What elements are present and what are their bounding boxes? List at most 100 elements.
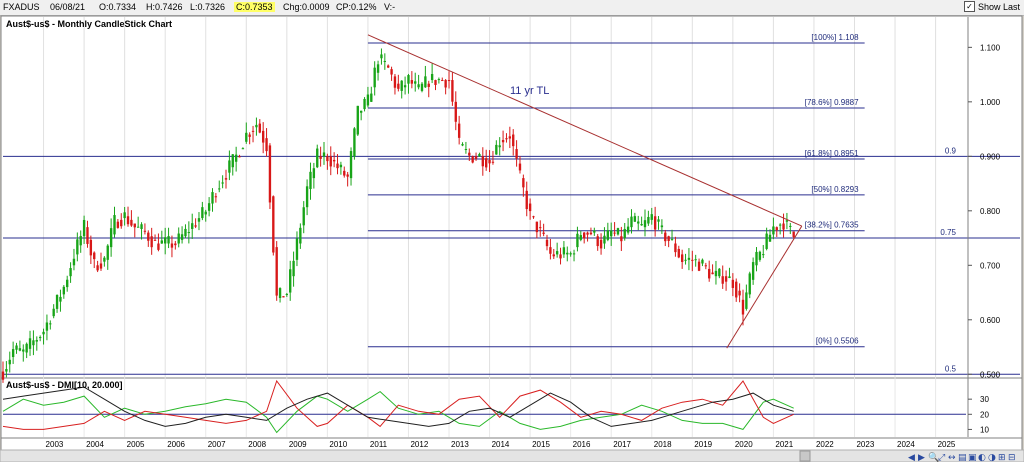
candle-body — [79, 235, 82, 246]
nav-icon: ▤ — [958, 453, 967, 462]
x-tick-label: 2020 — [735, 440, 753, 449]
candle-body — [599, 239, 603, 249]
candle-body — [616, 228, 620, 235]
show-last-checkbox[interactable]: ✓ — [963, 1, 975, 12]
candle-body — [140, 224, 143, 229]
candle-body — [684, 259, 687, 261]
candle-body — [106, 245, 109, 260]
candle-body — [25, 343, 28, 353]
candle-body — [542, 232, 545, 234]
nav-icon: ▶ — [918, 453, 925, 462]
candle-body — [704, 265, 708, 267]
candle-body — [559, 254, 562, 259]
candle-body — [66, 279, 69, 288]
candle-body — [265, 138, 268, 152]
candle-body — [359, 110, 363, 113]
candle-body — [745, 292, 748, 309]
candle-body — [532, 216, 535, 218]
open-label: O:0.7334 — [99, 2, 137, 12]
candle-body — [501, 139, 505, 143]
candle-body — [444, 80, 447, 88]
candle-body — [69, 268, 72, 277]
horizontal-level-label: 0.75 — [940, 228, 956, 237]
candle-body — [400, 80, 403, 91]
fib-level-label: [61.8%] 0.8951 — [805, 149, 859, 158]
candle-body — [572, 253, 576, 255]
horizontal-level-label: 0.5 — [945, 364, 957, 373]
candle-body — [261, 130, 265, 143]
horizontal-scrollbar[interactable] — [0, 449, 1024, 462]
candle-body — [96, 265, 99, 271]
candle-body — [278, 288, 282, 298]
candle-body — [495, 144, 498, 155]
candle-body — [180, 234, 184, 240]
high-label: H:0.7426 — [146, 2, 183, 12]
candle-body — [468, 152, 471, 156]
scrollbar-thumb[interactable] — [799, 450, 811, 462]
candle-body — [785, 220, 789, 222]
candle-body — [778, 224, 782, 226]
nav-icon: ◑ — [988, 453, 996, 462]
candle-body — [214, 196, 218, 198]
candle-body — [410, 80, 414, 84]
candle-body — [224, 178, 228, 180]
x-axis: 2003 2004 2005 2006 2007 2008 2009 2010 2011 2012… — [46, 440, 956, 449]
date-label: 06/08/21 — [50, 2, 86, 12]
show-last-toggle[interactable]: ✓ Show Last — [963, 1, 1020, 12]
x-tick-label: 2008 — [248, 440, 266, 449]
nav-icon: 🔍 — [928, 451, 939, 462]
candle-body — [772, 226, 775, 235]
candle-body — [792, 231, 795, 237]
candle-body — [576, 233, 579, 248]
candle-body — [640, 224, 643, 226]
dmi-y-tick-label: 10 — [980, 425, 989, 434]
candle-body — [603, 235, 606, 244]
candle-body — [549, 247, 552, 254]
candle-body — [593, 230, 596, 233]
x-tick-label: 2003 — [46, 440, 64, 449]
candle-body — [295, 238, 299, 260]
candle-body — [272, 196, 275, 253]
candle-body — [461, 144, 464, 146]
candle-body — [424, 76, 427, 88]
candle-body — [86, 227, 89, 244]
candle-body — [143, 230, 147, 232]
candle-body — [539, 227, 542, 229]
candle-body — [1, 371, 5, 380]
x-tick-label: 2014 — [492, 440, 510, 449]
candle-body — [728, 276, 731, 279]
nav-icon: ↔ — [948, 453, 956, 462]
fib-level-label: [78.6%] 0.9887 — [805, 98, 859, 107]
low-label: L:0.7326 — [190, 2, 226, 12]
candle-body — [718, 268, 721, 277]
candle-body — [680, 254, 684, 262]
candle-body — [650, 214, 653, 220]
candle-body — [582, 232, 586, 239]
candle-body — [164, 237, 167, 244]
candle-body — [755, 251, 758, 266]
candle-body — [589, 232, 593, 235]
trendlines — [367, 34, 803, 349]
candle-body — [32, 340, 35, 346]
nav-icon: ⊟ — [1008, 453, 1016, 462]
candle-body — [170, 243, 174, 248]
fib-level-label: [50%] 0.8293 — [811, 185, 859, 194]
candle-body — [525, 190, 528, 210]
candle-body — [191, 223, 194, 229]
candle-body — [248, 134, 251, 137]
candle-body — [103, 257, 106, 262]
candle-body — [555, 251, 559, 255]
candle-body — [380, 54, 383, 59]
nav-icon: ◐ — [978, 453, 986, 462]
candle-body — [299, 227, 302, 244]
candle-body — [481, 156, 484, 167]
candle-body — [153, 239, 157, 241]
candle-body — [349, 151, 353, 179]
candle-body — [305, 186, 309, 208]
x-tick-label: 2009 — [289, 440, 307, 449]
candle-body — [228, 160, 231, 173]
candle-body — [660, 225, 664, 228]
candle-body — [420, 83, 424, 91]
candle-body — [701, 259, 704, 264]
close-label: C:0.7353 — [234, 2, 275, 12]
